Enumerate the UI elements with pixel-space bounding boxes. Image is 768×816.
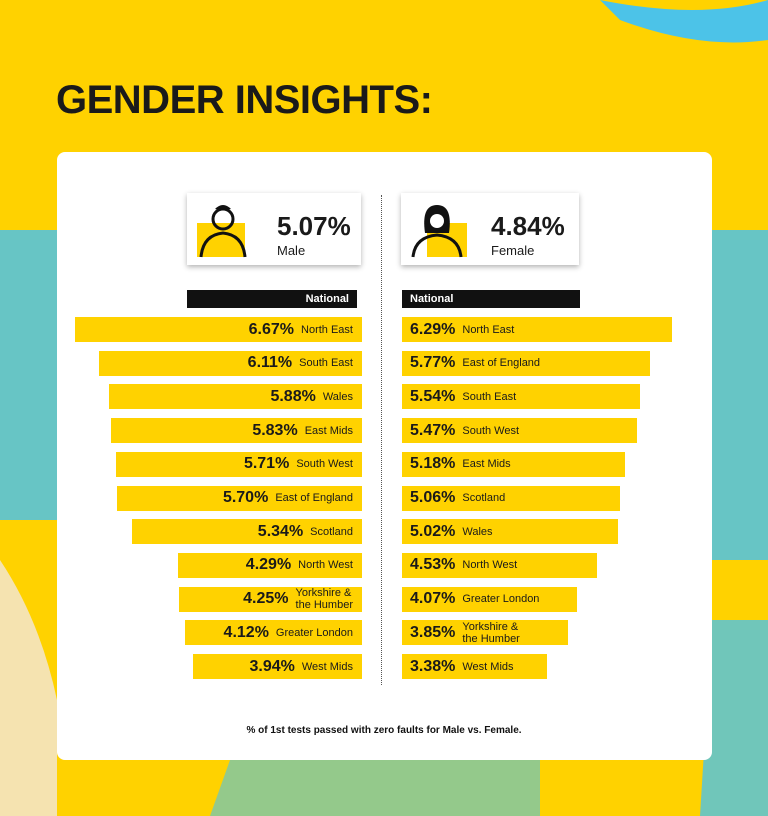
bar: 5.02% Wales (402, 519, 618, 545)
national-label: National (402, 290, 580, 308)
category-label: Yorkshire & the Humber (295, 587, 353, 612)
bar: 6.67% North East (75, 317, 362, 342)
category-label: South West (462, 424, 520, 437)
category-label: North East (462, 323, 515, 336)
value-label: 3.85% (410, 623, 456, 641)
summary-value: 4.84% (491, 211, 565, 241)
bar: 4.25% Yorkshire & the Humber (179, 586, 362, 612)
category-label: East of England (462, 357, 541, 370)
value-label: 3.94% (249, 657, 295, 675)
value-label: 6.11% (247, 354, 293, 372)
footnote: % of 1st tests passed with zero faults f… (246, 725, 522, 736)
female-icon (411, 205, 467, 258)
value-label: 5.47% (410, 421, 456, 439)
bar: 5.47% South West (402, 418, 638, 444)
category-label: Wales (462, 525, 493, 538)
category-label: South East (299, 357, 353, 370)
value-label: 4.29% (245, 556, 292, 574)
value-label: 6.67% (248, 320, 295, 338)
bar: 5.70% East of England (116, 485, 362, 511)
bar: 6.11% South East (99, 350, 362, 376)
category-label: East Mids (304, 424, 353, 437)
national-label: National (187, 290, 357, 308)
value-label: 4.25% (243, 590, 289, 608)
value-label: 5.06% (410, 489, 456, 506)
bar: 6.29% North East (402, 317, 673, 342)
value-label: 5.54% (410, 387, 456, 405)
bar: 5.34% Scotland (132, 519, 362, 545)
value-label: 5.88% (270, 387, 316, 405)
bar: 3.94% West Mids (192, 654, 362, 679)
bar: 4.07% Greater London (402, 586, 577, 612)
value-label: 4.12% (223, 623, 269, 641)
title: GENDER INSIGHTS: (56, 78, 433, 122)
category-label: West Mids (301, 660, 353, 673)
category-label: South West (296, 458, 353, 471)
category-label: Wales (322, 390, 353, 403)
category-label: West Mids (462, 660, 514, 673)
bar: 5.77% East of England (402, 350, 651, 376)
category-label: North East (301, 323, 353, 336)
summary-name: Female (491, 243, 535, 258)
female-summary: 4.84% Female (401, 193, 579, 265)
bar: 5.06% Scotland (402, 485, 620, 511)
category-label: Greater London (275, 626, 353, 639)
bar: 5.83% East Mids (111, 418, 362, 444)
bar: 4.12% Greater London (184, 620, 362, 646)
bar: 5.88% Wales (109, 384, 362, 410)
category-label: Yorkshire & the Humber (462, 620, 520, 645)
value-label: 5.02% (410, 522, 456, 540)
bar: 4.29% North West (177, 552, 362, 578)
category-label: Scotland (462, 492, 506, 504)
category-label: South East (462, 390, 517, 403)
bar: 4.53% North West (402, 552, 597, 578)
male-summary: 5.07% Male (187, 193, 361, 265)
category-label: Greater London (462, 593, 540, 606)
value-label: 5.83% (252, 421, 298, 439)
value-label: 5.71% (243, 455, 290, 473)
value-label: 3.38% (410, 657, 456, 675)
category-label: North West (462, 559, 518, 572)
bar: 3.85% Yorkshire & the Humber (402, 620, 568, 646)
summary-value: 5.07% (277, 211, 351, 241)
summary-name: Male (277, 243, 306, 258)
category-label: East of England (275, 492, 353, 504)
value-label: 6.29% (410, 320, 456, 338)
category-label: East Mids (462, 458, 511, 471)
bar: 3.38% West Mids (402, 654, 548, 679)
divider (381, 195, 382, 685)
category-label: North West (298, 559, 353, 572)
value-label: 5.34% (257, 522, 304, 540)
bar: 5.71% South West (116, 451, 362, 477)
value-label: 5.70% (222, 489, 269, 506)
category-label: Scotland (310, 525, 353, 538)
value-label: 4.07% (410, 590, 456, 608)
value-label: 5.77% (410, 354, 456, 372)
bar: 5.54% South East (402, 384, 641, 410)
value-label: 4.53% (410, 556, 456, 574)
male-icon (197, 205, 247, 258)
value-label: 5.18% (410, 455, 456, 473)
bar: 5.18% East Mids (402, 451, 625, 477)
